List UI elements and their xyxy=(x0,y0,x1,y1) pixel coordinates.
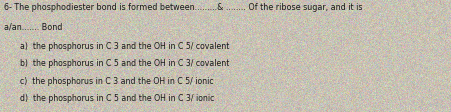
Text: c)  the phosphorus in C 3 and the OH in C 5/ ionic: c) the phosphorus in C 3 and the OH in C… xyxy=(20,76,213,85)
Text: 6- The phosphodiester bond is formed between.........& ........ Of the ribose su: 6- The phosphodiester bond is formed bet… xyxy=(4,3,361,12)
Text: b)  the phosphorus in C 5 and the OH in C 3/ covalent: b) the phosphorus in C 5 and the OH in C… xyxy=(20,59,229,68)
Text: d)  the phosphorus in C 5 and the OH in C 3/ ionic: d) the phosphorus in C 5 and the OH in C… xyxy=(20,94,214,102)
Text: a/an....... Bond: a/an....... Bond xyxy=(4,22,62,31)
Text: a)  the phosphorus in C 3 and the OH in C 5/ covalent: a) the phosphorus in C 3 and the OH in C… xyxy=(20,41,229,50)
